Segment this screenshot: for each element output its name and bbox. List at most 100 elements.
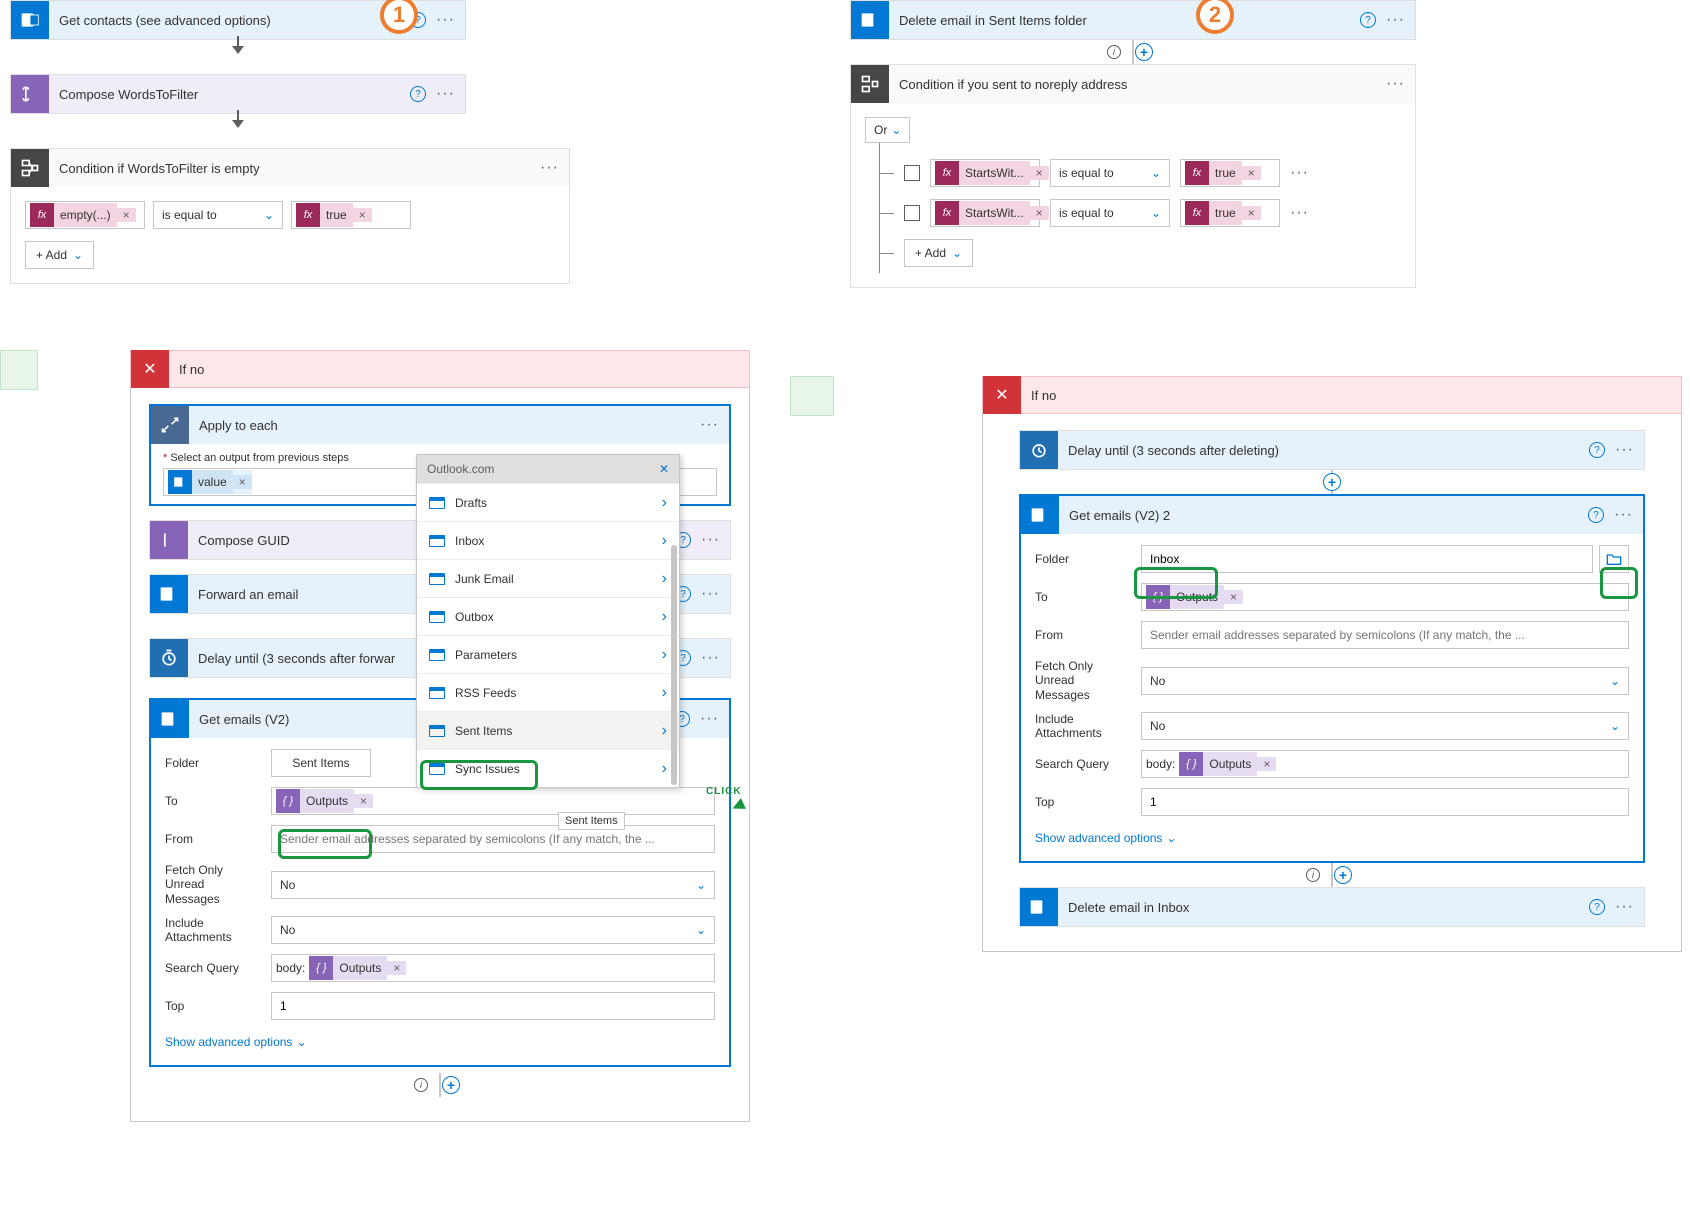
- if-no-header: ✕ If no: [130, 350, 750, 388]
- close-icon[interactable]: ✕: [659, 462, 669, 476]
- help-icon[interactable]: ?: [1589, 442, 1605, 458]
- more-icon[interactable]: ···: [1290, 164, 1309, 182]
- action-delete-inbox[interactable]: Delete email in Inbox ?···: [1019, 887, 1645, 927]
- fetch-dropdown[interactable]: No⌄: [271, 871, 715, 899]
- more-icon[interactable]: ···: [540, 159, 559, 177]
- add-step-icon[interactable]: +: [1323, 473, 1341, 491]
- tooltip: Sent Items: [558, 812, 625, 830]
- close-icon[interactable]: ✕: [983, 376, 1021, 414]
- include-dropdown[interactable]: No⌄: [1141, 712, 1629, 740]
- to-input[interactable]: { }Outputs×: [271, 787, 715, 815]
- to-input[interactable]: { }Outputs×: [1141, 583, 1629, 611]
- more-icon[interactable]: ···: [436, 85, 455, 103]
- folder-item[interactable]: Drafts›: [417, 483, 679, 521]
- folder-item[interactable]: RSS Feeds›: [417, 673, 679, 711]
- delay-icon: [1020, 431, 1058, 469]
- more-icon[interactable]: ···: [1615, 441, 1634, 459]
- more-icon[interactable]: ···: [700, 416, 719, 434]
- cond-right[interactable]: fxtrue×: [1180, 199, 1280, 227]
- outlook-icon: [851, 1, 889, 39]
- condition-title: Condition if WordsToFilter is empty: [49, 161, 530, 176]
- search-input[interactable]: body: { }Outputs×: [1141, 750, 1629, 778]
- more-icon[interactable]: ···: [700, 710, 719, 728]
- condition-left-operand[interactable]: fxempty(...)×: [25, 201, 145, 229]
- top-label: Top: [165, 999, 261, 1013]
- folder-item[interactable]: Junk Email›: [417, 559, 679, 597]
- help-icon[interactable]: ?: [1588, 507, 1604, 523]
- from-label: From: [1035, 628, 1131, 642]
- condition-words-empty[interactable]: Condition if WordsToFilter is empty ··· …: [10, 148, 570, 284]
- advanced-options-link[interactable]: Show advanced options ⌄: [151, 1025, 321, 1059]
- more-icon[interactable]: ···: [701, 585, 720, 603]
- more-icon[interactable]: ···: [1615, 898, 1634, 916]
- fetch-label: Fetch Only Unread Messages: [1035, 659, 1131, 702]
- include-dropdown[interactable]: No⌄: [271, 916, 715, 944]
- action-delete-sent[interactable]: Delete email in Sent Items folder ?···: [850, 0, 1416, 40]
- remove-token-icon[interactable]: ×: [387, 961, 406, 975]
- delay-icon: [150, 639, 188, 677]
- more-icon[interactable]: ···: [436, 11, 455, 29]
- add-condition-button[interactable]: + Add⌄: [904, 239, 973, 267]
- action-compose-words[interactable]: Compose WordsToFilter ? ···: [10, 74, 466, 114]
- folder-label: Folder: [165, 756, 261, 770]
- close-icon[interactable]: ✕: [131, 350, 169, 388]
- remove-token-icon[interactable]: ×: [233, 475, 252, 489]
- folder-input[interactable]: Sent Items: [271, 749, 371, 777]
- cond-right[interactable]: fxtrue×: [1180, 159, 1280, 187]
- info-icon[interactable]: i: [1306, 868, 1320, 882]
- folder-item[interactable]: Parameters›: [417, 635, 679, 673]
- top-input[interactable]: [271, 992, 715, 1020]
- click-annotation: CLICK: [706, 786, 742, 797]
- folder-item[interactable]: Sync Issues›: [417, 749, 679, 787]
- search-label: Search Query: [1035, 757, 1131, 771]
- cond-op[interactable]: is equal to⌄: [1050, 159, 1170, 187]
- remove-token-icon[interactable]: ×: [354, 794, 373, 808]
- fetch-dropdown[interactable]: No⌄: [1141, 667, 1629, 695]
- row-checkbox[interactable]: [904, 205, 920, 221]
- or-group[interactable]: Or⌄: [865, 117, 910, 143]
- cond-op[interactable]: is equal to⌄: [1050, 199, 1170, 227]
- folder-input[interactable]: [1141, 545, 1593, 573]
- add-step-icon[interactable]: +: [442, 1076, 460, 1094]
- scrollbar[interactable]: [671, 545, 677, 785]
- info-icon[interactable]: i: [414, 1078, 428, 1092]
- action-get-emails-2[interactable]: Get emails (V2) 2 ?··· Folder: [1019, 494, 1645, 863]
- more-icon[interactable]: ···: [1290, 204, 1309, 222]
- condition-operator[interactable]: is equal to⌄: [153, 201, 283, 229]
- top-input[interactable]: [1141, 788, 1629, 816]
- help-icon[interactable]: ?: [1360, 12, 1376, 28]
- help-icon[interactable]: ?: [410, 86, 426, 102]
- more-icon[interactable]: ···: [701, 531, 720, 549]
- more-icon[interactable]: ···: [1386, 11, 1405, 29]
- more-icon[interactable]: ···: [1614, 506, 1633, 524]
- search-input[interactable]: body: { }Outputs×: [271, 954, 715, 982]
- from-input[interactable]: [1141, 621, 1629, 649]
- remove-token-icon[interactable]: ×: [117, 208, 136, 222]
- more-icon[interactable]: ···: [701, 649, 720, 667]
- condition-right-operand[interactable]: fxtrue×: [291, 201, 411, 229]
- row-checkbox[interactable]: [904, 165, 920, 181]
- if-yes-branch: [790, 376, 834, 416]
- if-no-header: ✕ If no: [982, 376, 1682, 414]
- add-step-icon[interactable]: +: [1334, 866, 1352, 884]
- action-delay[interactable]: Delay until (3 seconds after deleting) ?…: [1019, 430, 1645, 470]
- condition-noreply[interactable]: Condition if you sent to noreply address…: [850, 64, 1416, 288]
- info-icon[interactable]: i: [1107, 45, 1121, 59]
- help-icon[interactable]: ?: [1589, 899, 1605, 915]
- folder-item[interactable]: Sent Items›: [417, 711, 679, 749]
- more-icon[interactable]: ···: [1386, 75, 1405, 93]
- outlook-icon: [11, 1, 49, 39]
- folder-picker: Outlook.com ✕ Drafts›Inbox›Junk Email›Ou…: [416, 454, 680, 788]
- remove-token-icon[interactable]: ×: [353, 208, 372, 222]
- folder-browse-icon[interactable]: [1599, 545, 1629, 573]
- from-label: From: [165, 832, 261, 846]
- add-condition-button[interactable]: + Add⌄: [25, 241, 94, 269]
- advanced-options-link[interactable]: Show advanced options ⌄: [1021, 821, 1191, 855]
- outlook-icon: [150, 575, 188, 613]
- cond-left[interactable]: fxStartsWit...×: [930, 199, 1040, 227]
- from-input[interactable]: [271, 825, 715, 853]
- add-step-icon[interactable]: +: [1135, 43, 1153, 61]
- folder-item[interactable]: Outbox›: [417, 597, 679, 635]
- cond-left[interactable]: fxStartsWit...×: [930, 159, 1040, 187]
- folder-item[interactable]: Inbox›: [417, 521, 679, 559]
